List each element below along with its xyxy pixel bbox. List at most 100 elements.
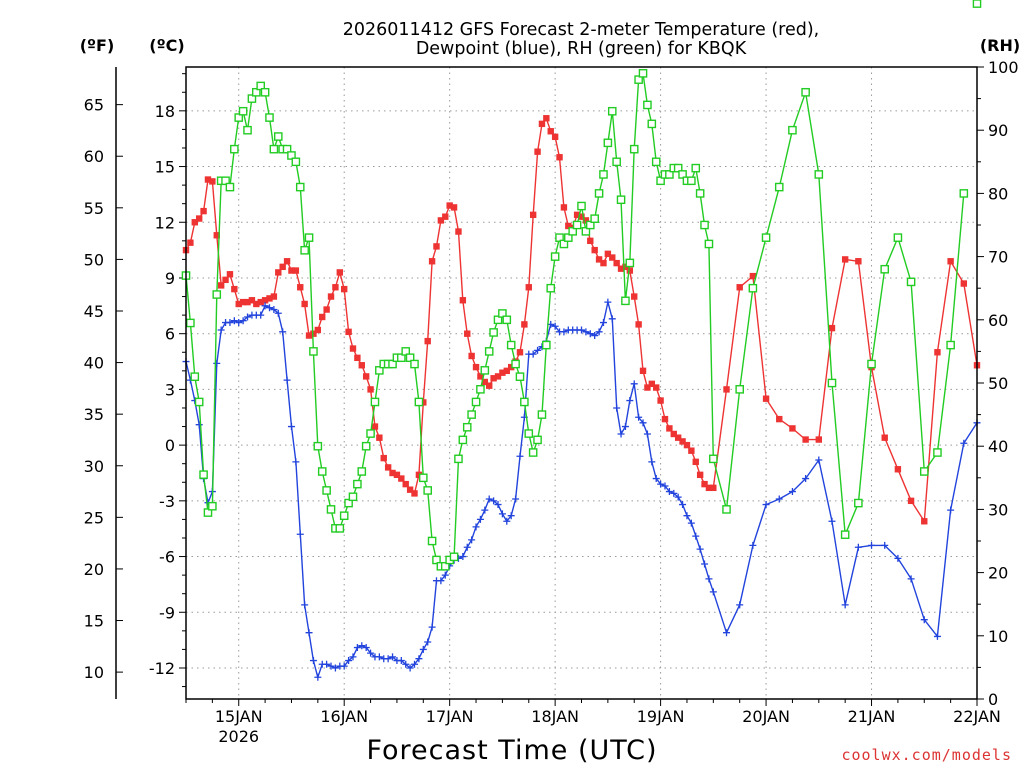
rh-point <box>295 182 305 192</box>
dewpoint-point <box>551 322 559 330</box>
rh-tick-label: 50 <box>988 374 1008 393</box>
fahrenheit-tick-label: 60 <box>84 147 104 166</box>
temperature-point <box>323 306 330 313</box>
rh-point <box>269 144 279 154</box>
dewpoint-point <box>626 397 634 405</box>
celsius-tick-label: 18 <box>155 102 175 121</box>
dewpoint-point <box>529 350 537 358</box>
rh-point <box>607 106 617 116</box>
dewpoint-point <box>353 644 361 652</box>
rh-tick-label: 20 <box>988 564 1008 583</box>
rh-point <box>603 138 613 148</box>
dewpoint-point <box>494 501 502 509</box>
dewpoint-point <box>397 657 405 665</box>
temperature-point <box>604 250 612 258</box>
temperature-point <box>464 330 471 337</box>
temperature-point <box>455 228 462 235</box>
x-tick-label: 19JAN <box>637 707 685 726</box>
dewpoint-point <box>907 575 915 583</box>
dewpoint-point <box>340 662 348 670</box>
rh-tick-label: 70 <box>988 248 1008 267</box>
rh-tick-label: 80 <box>988 184 1008 203</box>
dewpoint-point <box>788 488 796 496</box>
rh-point <box>691 163 701 173</box>
temperature-point <box>406 486 414 493</box>
rh-point <box>590 214 599 223</box>
rh-point <box>348 492 358 502</box>
temperature-point <box>371 423 379 430</box>
rh-point <box>506 340 516 350</box>
dewpoint-point <box>854 543 862 551</box>
dewpoint-point <box>327 662 335 670</box>
dewpoint-point <box>802 475 810 483</box>
dewpoint-point <box>406 664 414 672</box>
temperature-point <box>494 373 502 380</box>
dewpoint-point <box>701 560 709 568</box>
temperature-point <box>442 213 449 220</box>
dewpoint-point <box>775 495 783 503</box>
dewpoint-point <box>608 315 616 323</box>
rh-point <box>449 552 459 562</box>
rh-point <box>454 454 463 464</box>
dewpoint-point <box>485 495 493 503</box>
rh-point <box>414 397 424 407</box>
dewpoint-point <box>687 519 695 527</box>
temperature-point <box>670 430 677 438</box>
dewpoint-line <box>185 301 978 678</box>
temperature-point <box>894 466 902 473</box>
dewpoint-point <box>635 413 643 421</box>
rh-point <box>801 87 810 97</box>
fahrenheit-tick-label: 25 <box>84 508 104 527</box>
temperature-point <box>534 148 541 155</box>
dewpoint-point <box>419 645 427 653</box>
dewpoint-point <box>265 304 273 312</box>
temperature-point <box>367 386 374 393</box>
temperature-point <box>310 330 317 337</box>
fahrenheit-tick-label: 55 <box>84 199 104 218</box>
dewpoint-point <box>411 660 419 668</box>
rh-point <box>344 498 353 508</box>
rh-point <box>335 524 345 533</box>
temperature-point <box>516 349 524 356</box>
temperature-point <box>828 324 836 332</box>
temperature-point <box>332 284 339 291</box>
dewpoint-point <box>705 575 713 583</box>
temperature-point <box>622 263 629 271</box>
rh-point <box>484 347 494 356</box>
dewpoint-point <box>441 571 449 579</box>
x-tick-label: 18JAN <box>531 707 579 726</box>
rh-point <box>594 189 604 198</box>
dewpoint-point <box>868 541 876 549</box>
temperature-point <box>393 471 401 479</box>
rh-point <box>405 353 415 363</box>
fahrenheit-tick-label: 50 <box>84 250 104 269</box>
temperature-point <box>529 211 537 219</box>
dewpoint-point <box>643 430 651 438</box>
temperature-point <box>657 397 664 404</box>
left-axis-label-fahrenheit: (ºF) <box>80 36 115 55</box>
temperature-point <box>679 438 686 445</box>
temperature-point <box>547 128 554 135</box>
rh-point <box>282 144 292 154</box>
rh-point <box>687 176 696 186</box>
temperature-point <box>907 497 915 505</box>
temperature-point <box>472 363 480 371</box>
dewpoint-point <box>472 523 480 531</box>
temperature-point <box>231 285 238 293</box>
celsius-tick-label: 15 <box>155 158 175 177</box>
rh-point <box>524 429 534 438</box>
temperature-point <box>921 518 928 525</box>
celsius-tick-label: -6 <box>159 548 175 567</box>
rh-point <box>401 347 411 356</box>
temperature-point <box>644 384 651 391</box>
rh-point <box>546 283 556 293</box>
fahrenheit-tick-label: 40 <box>84 354 104 373</box>
rh-point <box>827 378 837 388</box>
rh-point <box>840 530 850 539</box>
celsius-axis: -12 -9 -6 -3 0 3 6 9 12 15 18 <box>149 73 186 688</box>
right-axis-label-rh: (RH) <box>980 36 1020 55</box>
rh-point <box>186 318 195 328</box>
rh-point <box>919 467 929 476</box>
temperature-point <box>235 300 242 308</box>
dewpoint-point <box>947 506 955 514</box>
